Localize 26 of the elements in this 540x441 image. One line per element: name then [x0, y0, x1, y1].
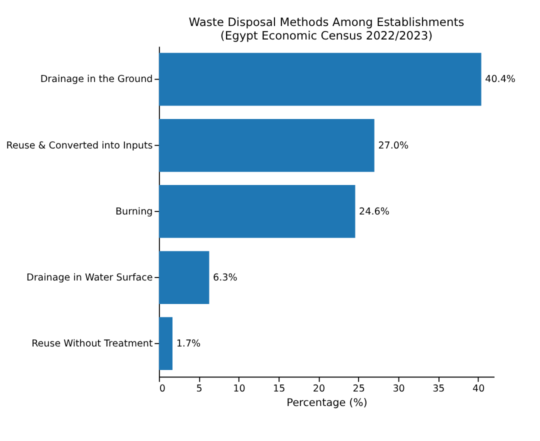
x-tick-label: 30	[392, 383, 405, 394]
data-label: 27.0%	[378, 140, 409, 152]
y-tick-label: Drainage in Water Surface	[26, 272, 153, 284]
x-tick-label: 40	[472, 383, 485, 394]
y-tick-label: Reuse Without Treatment	[32, 338, 153, 350]
bar	[158, 52, 482, 106]
bar	[158, 118, 374, 172]
x-tick-label: 20	[312, 383, 326, 394]
bar	[158, 185, 356, 238]
bar	[158, 317, 172, 370]
y-tick-label: Burning	[115, 206, 153, 218]
data-label: 6.3%	[213, 272, 238, 284]
x-tick-label: 0	[159, 383, 166, 394]
y-tick-label: Reuse & Converted into Inputs	[6, 140, 153, 152]
x-axis-title: Percentage (%)	[286, 396, 368, 409]
x-tick-label: 25	[352, 383, 365, 394]
bar	[158, 251, 210, 304]
x-tick-label: 5	[196, 383, 202, 394]
data-label: 40.4%	[485, 74, 516, 86]
x-tick-label: 15	[273, 383, 286, 394]
data-label: 1.7%	[176, 338, 201, 350]
chart-title: Waste Disposal Methods Among Establishments (Egypt Economic Census 2022/2023)	[188, 15, 464, 43]
data-label: 24.6%	[359, 206, 390, 218]
x-tick-label: 35	[432, 383, 445, 394]
x-tick-label: 10	[233, 383, 246, 394]
y-tick-label: Drainage in the Ground	[40, 74, 153, 86]
